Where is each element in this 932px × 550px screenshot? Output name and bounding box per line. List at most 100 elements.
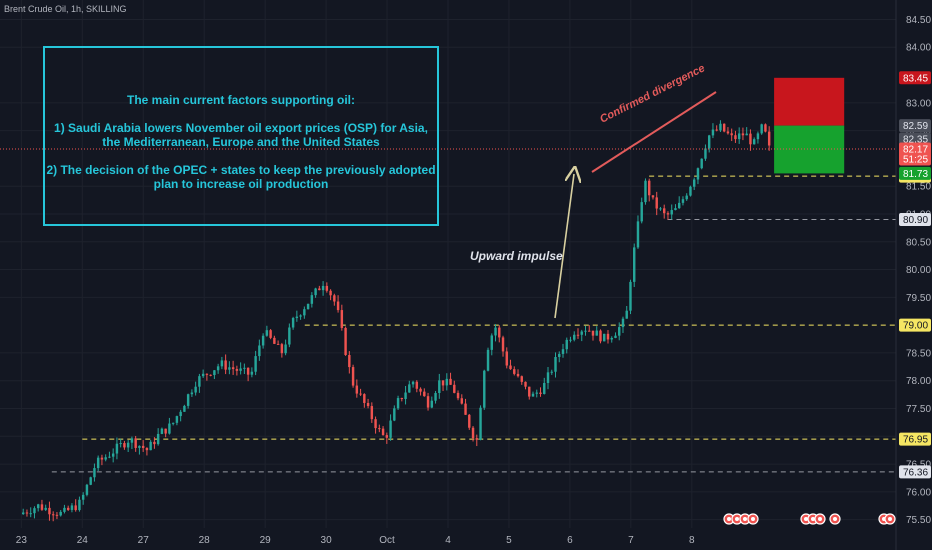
price-badges: 81.6880.9079.0076.9576.3683.4582.5982.35… xyxy=(899,71,931,479)
candle xyxy=(209,374,212,377)
candle xyxy=(145,447,149,456)
candle xyxy=(730,128,733,142)
svg-text:83.45: 83.45 xyxy=(903,73,928,84)
candle xyxy=(130,436,134,450)
y-tick-label: 84.00 xyxy=(906,43,931,54)
candle xyxy=(415,380,419,393)
candle xyxy=(258,339,261,361)
candle xyxy=(33,506,36,519)
candle xyxy=(554,352,557,378)
candle xyxy=(318,285,321,291)
info-box-point-2-line-1: 2) The decision of the OPEC + states to … xyxy=(46,163,436,177)
candle xyxy=(689,185,692,197)
candle xyxy=(558,351,561,363)
candle xyxy=(164,428,167,438)
candle xyxy=(618,322,621,341)
candle xyxy=(183,404,186,412)
x-tick-label: Oct xyxy=(379,535,395,546)
event-marker-icon[interactable] xyxy=(884,513,896,525)
y-tick-label: 76.50 xyxy=(906,460,931,471)
impulse-arrow xyxy=(554,174,574,319)
svg-text:82.59: 82.59 xyxy=(903,121,928,132)
candle xyxy=(737,127,741,144)
candle xyxy=(528,386,531,400)
candle xyxy=(498,325,501,343)
candle xyxy=(550,369,553,375)
candle xyxy=(329,289,332,301)
x-tick-label: 6 xyxy=(567,535,573,546)
svg-text:80.90: 80.90 xyxy=(903,215,928,226)
candle xyxy=(126,440,130,453)
candle xyxy=(535,389,538,398)
candle xyxy=(344,326,347,356)
candle xyxy=(692,177,696,190)
candle xyxy=(134,435,137,452)
candle xyxy=(179,409,182,422)
candle xyxy=(21,508,25,515)
candle xyxy=(374,416,377,434)
candle xyxy=(36,503,40,512)
candle xyxy=(640,197,643,224)
candle xyxy=(764,123,767,133)
svg-text:76.95: 76.95 xyxy=(903,435,928,446)
y-tick-label: 83.00 xyxy=(906,98,931,109)
svg-text:51:25: 51:25 xyxy=(903,154,928,165)
candle xyxy=(381,426,385,436)
y-tick-label: 77.50 xyxy=(906,404,931,415)
candle xyxy=(546,367,550,390)
candle xyxy=(490,333,493,356)
candle xyxy=(756,131,760,144)
x-axis: 23 24 27 28 29 30 Oct 4 5 6 7 8 xyxy=(0,528,932,550)
candle xyxy=(696,167,700,185)
candle xyxy=(494,324,497,342)
x-tick-label: 7 xyxy=(628,535,634,546)
candle xyxy=(333,293,336,306)
y-tick-label: 81.50 xyxy=(906,182,931,193)
candle xyxy=(336,295,340,313)
x-tick-label: 28 xyxy=(199,535,211,546)
candle xyxy=(299,314,302,320)
candle xyxy=(51,511,55,522)
risk-reward-zone xyxy=(774,77,845,174)
candle xyxy=(445,373,449,391)
candle xyxy=(63,504,66,514)
candle xyxy=(719,120,722,133)
symbol-title: Brent Crude Oil, 1h, SKILLING xyxy=(4,4,127,14)
event-marker-icon[interactable] xyxy=(723,513,735,525)
candle xyxy=(591,330,595,341)
candle xyxy=(171,422,175,426)
candle xyxy=(85,483,89,497)
candle xyxy=(760,123,763,135)
candle xyxy=(516,369,520,378)
candle xyxy=(685,193,688,201)
price-badge: 51:25 xyxy=(899,152,931,166)
candle xyxy=(666,211,670,220)
candle xyxy=(355,379,359,398)
candle xyxy=(501,335,505,357)
candle xyxy=(160,427,164,435)
info-box-point-1-line-1: 1) Saudi Arabia lowers November oil expo… xyxy=(54,121,428,135)
price-badge: 82.35 xyxy=(899,132,931,146)
candle xyxy=(471,426,475,442)
event-marker-icon[interactable] xyxy=(814,513,826,525)
candle xyxy=(190,389,194,397)
candle xyxy=(651,195,655,200)
event-marker-icon[interactable] xyxy=(747,513,759,525)
candle xyxy=(239,362,242,375)
candle xyxy=(614,332,617,339)
candle xyxy=(636,215,640,249)
candle xyxy=(426,392,430,411)
candle xyxy=(483,369,486,410)
price-badge: 81.73 xyxy=(899,166,931,180)
candle xyxy=(216,363,220,374)
candle xyxy=(625,305,628,319)
candle xyxy=(430,396,434,409)
candle xyxy=(464,398,467,415)
candle xyxy=(59,510,62,517)
event-markers[interactable] xyxy=(723,513,896,525)
event-marker-icon[interactable] xyxy=(829,513,841,525)
candle xyxy=(303,306,306,319)
candle xyxy=(524,381,527,390)
candle xyxy=(310,292,314,308)
